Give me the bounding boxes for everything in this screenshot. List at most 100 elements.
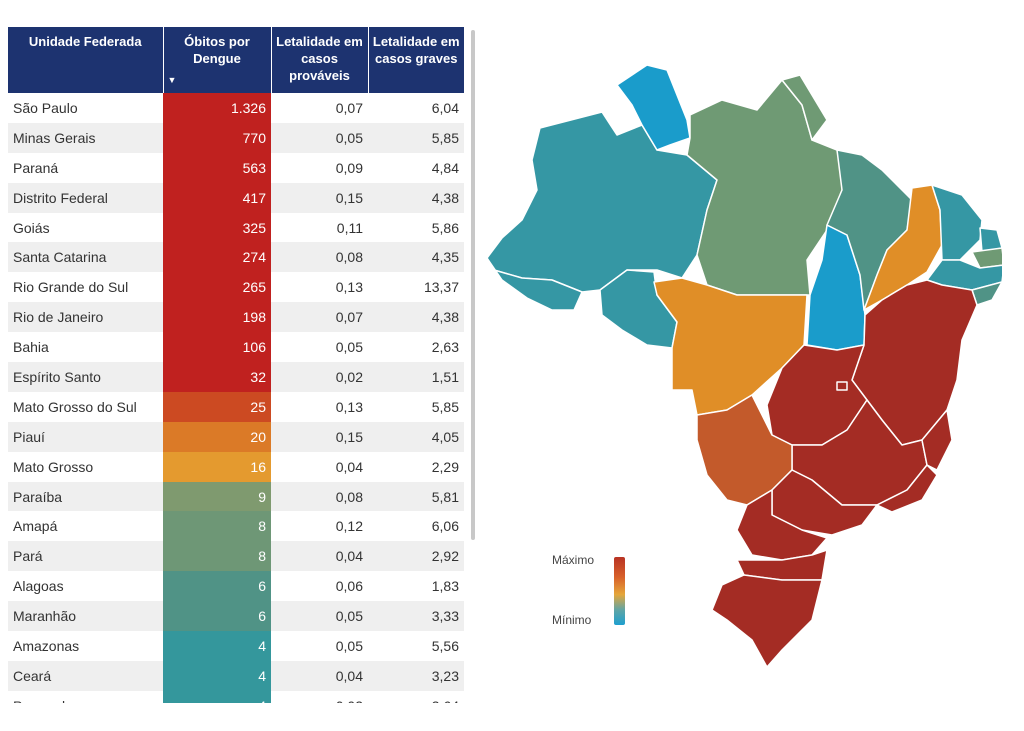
cell-deaths: 563 xyxy=(163,152,271,183)
cell-state: Santa Catarina xyxy=(8,242,163,273)
cell-state: Ceará xyxy=(8,660,163,691)
state-ceara[interactable] xyxy=(931,184,983,261)
cell-state: Minas Gerais xyxy=(8,122,163,153)
cell-lethality-probable: 0,13 xyxy=(271,272,368,303)
header-state[interactable]: Unidade Federada xyxy=(8,27,164,93)
cell-deaths: 4 xyxy=(163,631,271,661)
table-header-row: Unidade Federada Óbitos por Dengue ▼ Let… xyxy=(8,27,464,93)
cell-lethality-probable: 0,02 xyxy=(271,362,368,392)
cell-lethality-probable: 0,05 xyxy=(271,631,368,661)
state-espirito-santo[interactable] xyxy=(921,409,953,471)
table-row[interactable]: Amapá 8 0,12 6,06 xyxy=(8,511,464,542)
cell-deaths: 325 xyxy=(163,212,271,243)
cell-deaths: 6 xyxy=(163,601,271,632)
cell-deaths: 8 xyxy=(163,511,271,542)
state-rio-grande-do-norte[interactable] xyxy=(979,227,1002,253)
cell-lethality-severe: 5,86 xyxy=(368,212,464,243)
state-amapa[interactable] xyxy=(781,74,828,141)
table-row[interactable]: Mato Grosso 16 0,04 2,29 xyxy=(8,451,464,482)
cell-state: São Paulo xyxy=(8,93,163,123)
data-table-panel: Unidade Federada Óbitos por Dengue ▼ Let… xyxy=(8,27,464,703)
header-lethality-severe[interactable]: Letalidade em casos graves xyxy=(368,27,464,93)
table-row[interactable]: Santa Catarina 274 0,08 4,35 xyxy=(8,242,464,273)
table-row[interactable]: Paraná 563 0,09 4,84 xyxy=(8,152,464,183)
table-row[interactable]: Bahia 106 0,05 2,63 xyxy=(8,332,464,363)
table-row[interactable]: Amazonas 4 0,05 5,56 xyxy=(8,631,464,661)
cell-deaths: 417 xyxy=(163,182,271,213)
table-row[interactable]: Minas Gerais 770 0,05 5,85 xyxy=(8,122,464,153)
cell-state: Pernambuco xyxy=(8,690,163,703)
cell-lethality-probable: 0,15 xyxy=(271,421,368,452)
table-row[interactable]: Pernambuco40,023,64 xyxy=(8,690,464,703)
cell-deaths: 32 xyxy=(163,362,271,392)
cell-lethality-severe: 1,51 xyxy=(368,362,464,392)
cell-state: Piauí xyxy=(8,421,163,452)
sort-descending-icon[interactable]: ▼ xyxy=(167,75,177,85)
table-row[interactable]: Distrito Federal 417 0,15 4,38 xyxy=(8,182,464,213)
header-deaths[interactable]: Óbitos por Dengue ▼ xyxy=(163,27,272,93)
table-row[interactable]: Rio de Janeiro 198 0,07 4,38 xyxy=(8,302,464,333)
state-rio-de-janeiro[interactable] xyxy=(876,464,938,513)
header-deaths-label: Óbitos por Dengue xyxy=(184,34,250,66)
table-row[interactable]: Mato Grosso do Sul 25 0,13 5,85 xyxy=(8,391,464,422)
table-row[interactable]: Piauí 20 0,15 4,05 xyxy=(8,421,464,452)
cell-deaths: 274 xyxy=(163,242,271,273)
cell-lethality-severe: 5,81 xyxy=(368,481,464,512)
cell-lethality-severe: 2,63 xyxy=(368,332,464,363)
cell-state: Rio de Janeiro xyxy=(8,302,163,333)
cell-lethality-severe: 4,38 xyxy=(368,182,464,213)
cell-lethality-severe: 2,29 xyxy=(368,451,464,482)
table-row[interactable]: Rio Grande do Sul 265 0,13 13,37 xyxy=(8,272,464,303)
cell-lethality-probable: 0,07 xyxy=(271,302,368,333)
cell-lethality-severe: 13,37 xyxy=(368,272,464,303)
brazil-map xyxy=(486,64,1002,668)
table-row[interactable]: Alagoas 6 0,06 1,83 xyxy=(8,571,464,602)
cell-deaths: 4 xyxy=(163,690,271,703)
cell-state: Bahia xyxy=(8,332,163,363)
table-row[interactable]: Ceará 4 0,04 3,23 xyxy=(8,660,464,691)
cell-deaths: 1.326 xyxy=(163,93,271,123)
cell-lethality-probable: 0,08 xyxy=(271,242,368,273)
table-row[interactable]: São Paulo 1.326 0,07 6,04 xyxy=(8,93,464,123)
cell-state: Espírito Santo xyxy=(8,362,163,392)
state-paraiba[interactable] xyxy=(971,247,1002,269)
cell-lethality-severe: 2,92 xyxy=(368,541,464,572)
cell-deaths: 4 xyxy=(163,660,271,691)
cell-deaths: 6 xyxy=(163,571,271,602)
table-scrollbar[interactable] xyxy=(471,30,475,540)
state-rio-grande-do-sul[interactable] xyxy=(711,574,823,668)
cell-lethality-probable: 0,04 xyxy=(271,451,368,482)
table-row[interactable]: Paraíba 9 0,08 5,81 xyxy=(8,481,464,512)
cell-lethality-probable: 0,04 xyxy=(271,660,368,691)
cell-lethality-probable: 0,07 xyxy=(271,93,368,123)
state-acre[interactable] xyxy=(486,257,583,311)
cell-lethality-severe: 6,06 xyxy=(368,511,464,542)
legend-max-label: Máximo xyxy=(552,553,595,567)
cell-lethality-severe: 5,85 xyxy=(368,391,464,422)
table-row[interactable]: Goiás 325 0,11 5,86 xyxy=(8,212,464,243)
cell-lethality-severe: 5,85 xyxy=(368,122,464,153)
state-distrito-federal[interactable] xyxy=(836,381,848,391)
state-parana[interactable] xyxy=(736,489,828,561)
cell-state: Pará xyxy=(8,541,163,572)
table-row[interactable]: Maranhão 6 0,05 3,33 xyxy=(8,601,464,632)
table-row[interactable]: Espírito Santo 32 0,02 1,51 xyxy=(8,362,464,392)
cell-state: Goiás xyxy=(8,212,163,243)
cell-lethality-severe: 1,83 xyxy=(368,571,464,602)
cell-lethality-severe: 3,23 xyxy=(368,660,464,691)
header-lethality-probable[interactable]: Letalidade em casos prováveis xyxy=(271,27,369,93)
cell-lethality-severe: 4,35 xyxy=(368,242,464,273)
cell-state: Rio Grande do Sul xyxy=(8,272,163,303)
cell-lethality-probable: 0,08 xyxy=(271,481,368,512)
cell-deaths: 106 xyxy=(163,332,271,363)
table-body: São Paulo 1.326 0,07 6,04 Minas Gerais 770 0,0… xyxy=(8,93,464,703)
cell-state: Mato Grosso do Sul xyxy=(8,391,163,422)
cell-state: Alagoas xyxy=(8,571,163,602)
cell-lethality-probable: 0,13 xyxy=(271,391,368,422)
cell-lethality-probable: 0,04 xyxy=(271,541,368,572)
cell-state: Paraná xyxy=(8,152,163,183)
cell-lethality-probable: 0,15 xyxy=(271,182,368,213)
cell-state: Amazonas xyxy=(8,631,163,661)
cell-state: Paraíba xyxy=(8,481,163,512)
table-row[interactable]: Pará 8 0,04 2,92 xyxy=(8,541,464,572)
